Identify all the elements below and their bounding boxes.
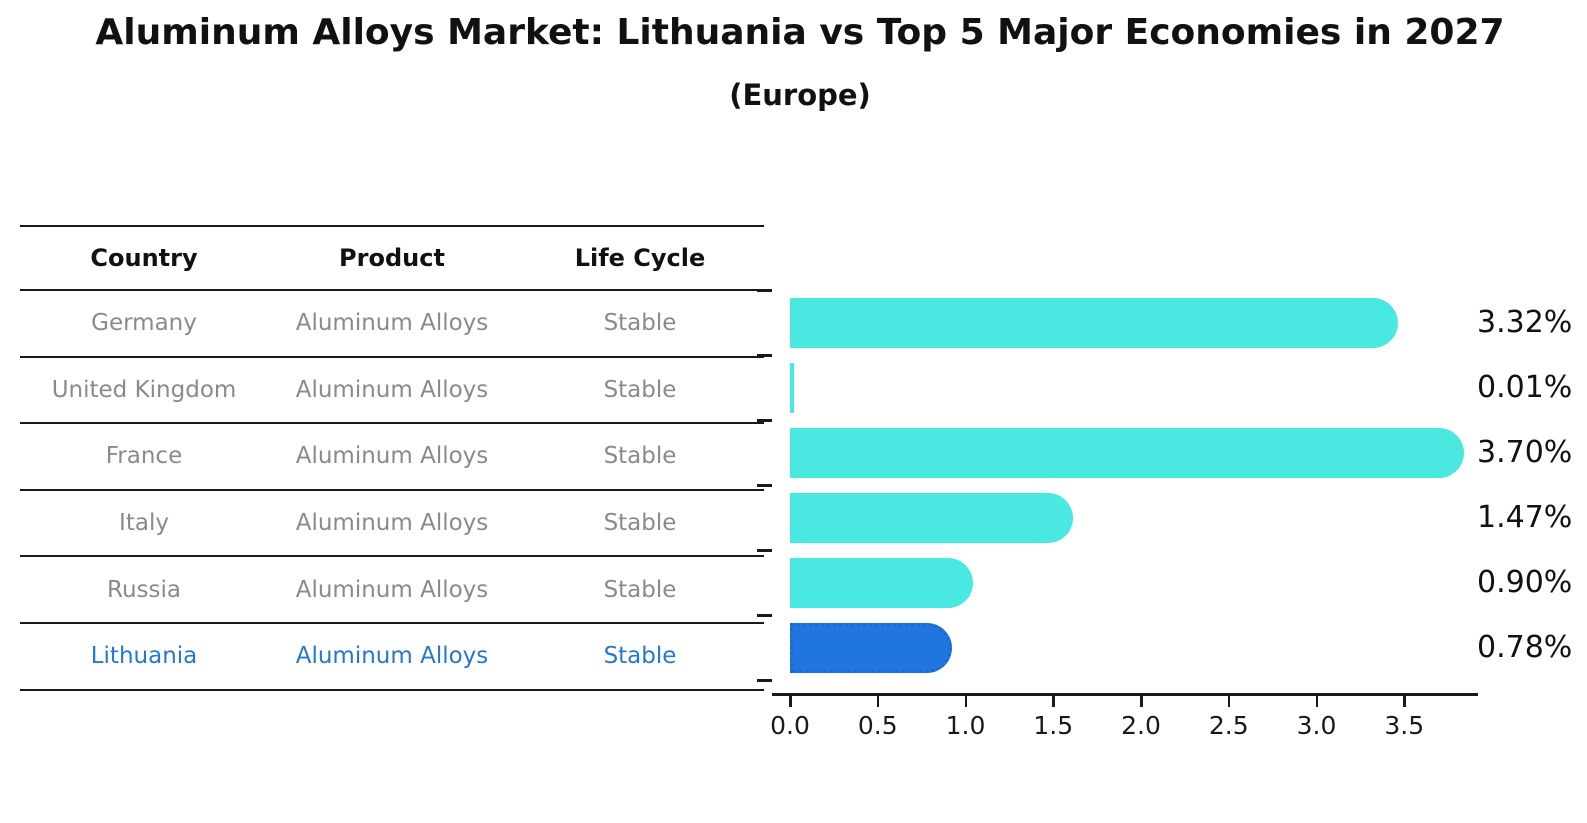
- bar-lithuania: [790, 622, 952, 673]
- table-row: Lithuania Aluminum Alloys Stable: [20, 624, 764, 691]
- table-cell-life-cycle: Stable: [603, 310, 677, 337]
- table-body: Germany Aluminum Alloys Stable United Kingd…: [20, 291, 764, 691]
- x-tick: [789, 695, 792, 707]
- bar-russia: [790, 557, 973, 608]
- table-cell-life-cycle: Stable: [603, 443, 677, 470]
- x-tick-label: 2.0: [1121, 711, 1161, 740]
- value-label: 3.32%: [1477, 304, 1573, 340]
- table-cell-product: Aluminum Alloys: [295, 576, 489, 603]
- table-cell-product: Aluminum Alloys: [295, 376, 489, 403]
- table-cell-country: Lithuania: [90, 643, 198, 670]
- table-cell-life-cycle: Stable: [603, 376, 677, 403]
- bar-germany: [790, 297, 1398, 348]
- table-cell-country: Russia: [107, 576, 181, 603]
- table-cell-life-cycle: Stable: [603, 576, 677, 603]
- y-tick: [757, 354, 772, 357]
- table-row: France Aluminum Alloys Stable: [20, 424, 764, 491]
- table-row: Germany Aluminum Alloys Stable: [20, 291, 764, 358]
- value-label: 0.01%: [1477, 369, 1573, 405]
- x-tick: [876, 695, 880, 707]
- x-tick-label: 0.0: [770, 711, 810, 740]
- table-cell-life-cycle: Stable: [603, 510, 677, 537]
- table-cell-country: United Kingdom: [51, 376, 237, 403]
- x-axis-line: [772, 693, 1478, 696]
- table-cell-product: Aluminum Alloys: [295, 510, 489, 537]
- x-tick-label: 1.5: [1033, 711, 1074, 740]
- table-header-country: Country: [90, 244, 198, 272]
- table-cell-country: Italy: [119, 510, 169, 537]
- table-row: Russia Aluminum Alloys Stable: [20, 557, 764, 624]
- value-label: 3.70%: [1477, 434, 1573, 470]
- table-row: United Kingdom Aluminum Alloys Stable: [20, 358, 764, 425]
- y-tick: [757, 419, 772, 422]
- table-header-row: Country Product Life Cycle: [20, 225, 764, 291]
- x-tick-label: 3.0: [1296, 711, 1337, 740]
- table-cell-life-cycle: Stable: [603, 643, 677, 670]
- page-subtitle: (Europe): [729, 78, 871, 112]
- table-cell-product: Aluminum Alloys: [295, 443, 489, 470]
- value-label: 0.78%: [1477, 629, 1573, 665]
- y-tick: [757, 614, 772, 617]
- table-header-life-cycle: Life Cycle: [574, 244, 706, 272]
- x-tick-label: 3.5: [1384, 711, 1425, 740]
- bar-france: [790, 427, 1465, 478]
- table-cell-country: Germany: [91, 310, 197, 337]
- table-cell-country: France: [105, 443, 183, 470]
- x-tick: [1227, 695, 1231, 707]
- x-tick: [1052, 695, 1055, 707]
- x-tick-label: 2.5: [1208, 711, 1249, 740]
- bar-united-kingdom: [790, 362, 794, 413]
- bar-italy: [790, 492, 1073, 543]
- y-tick: [757, 289, 772, 292]
- x-tick-label: 0.5: [857, 711, 898, 740]
- value-label: 0.90%: [1477, 564, 1573, 600]
- x-tick: [1140, 695, 1143, 707]
- x-tick: [1315, 695, 1318, 707]
- y-tick: [757, 484, 772, 487]
- table-header-product: Product: [339, 244, 445, 272]
- table-cell-product: Aluminum Alloys: [295, 643, 489, 670]
- x-tick-label: 1.0: [945, 711, 986, 740]
- value-label: 1.47%: [1477, 499, 1573, 535]
- table-cell-product: Aluminum Alloys: [295, 310, 489, 337]
- x-tick: [964, 695, 967, 707]
- x-tick: [1403, 695, 1406, 707]
- y-tick: [757, 549, 772, 552]
- y-tick: [757, 679, 772, 682]
- country-table: Country Product Life Cycle Germany Alumin…: [20, 225, 764, 691]
- table-row: Italy Aluminum Alloys Stable: [20, 491, 764, 558]
- page-title: Aluminum Alloys Market: Lithuania vs Top…: [95, 12, 1505, 53]
